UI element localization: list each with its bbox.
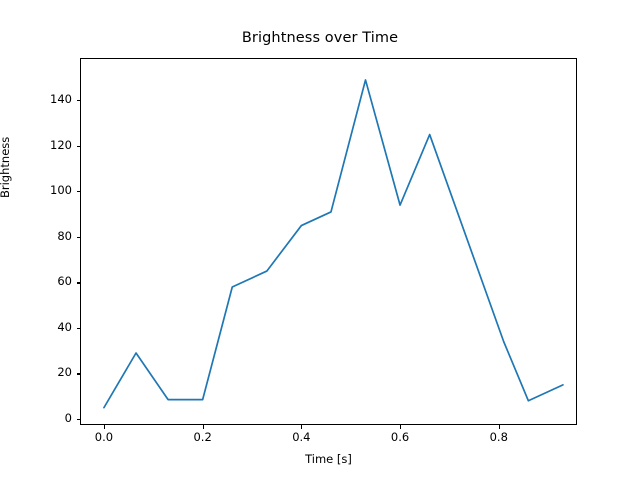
y-tick-label: 40 [57, 319, 72, 334]
x-tick-mark [103, 425, 105, 429]
y-tick-mark [76, 418, 80, 421]
x-tick-mark [202, 425, 204, 429]
y-tick-label: 60 [57, 274, 72, 289]
brightness-line-series [103, 79, 564, 409]
y-tick-label: 140 [50, 92, 72, 107]
x-tick-label: 0.4 [292, 430, 311, 444]
y-tick-label: 0 [64, 410, 72, 425]
y-tick-label: 120 [50, 137, 72, 152]
y-tick-mark [76, 373, 80, 375]
y-tick-mark [76, 327, 80, 330]
y-tick-mark [76, 191, 80, 193]
y-axis-label: Brightness [0, 136, 12, 198]
x-tick-label: 0.2 [193, 430, 212, 444]
y-tick-mark [76, 236, 80, 238]
x-tick-mark [400, 425, 402, 429]
x-tick-label: 0.6 [390, 430, 410, 444]
chart-title: Brightness over Time [241, 30, 399, 46]
y-tick-mark [76, 282, 80, 284]
y-tick-label: 100 [50, 183, 72, 198]
x-tick-label: 0.8 [489, 430, 508, 444]
x-axis-label: Time [s] [305, 452, 352, 466]
y-tick-label: 80 [57, 228, 72, 243]
x-tick-label: 0.0 [94, 430, 114, 444]
plot-axes [80, 58, 577, 425]
y-tick-label: 20 [57, 365, 72, 380]
y-tick-mark [76, 100, 80, 102]
y-tick-mark [76, 145, 80, 147]
x-tick-mark [498, 425, 500, 429]
line-plot-svg [103, 79, 564, 409]
x-tick-mark [301, 425, 303, 429]
